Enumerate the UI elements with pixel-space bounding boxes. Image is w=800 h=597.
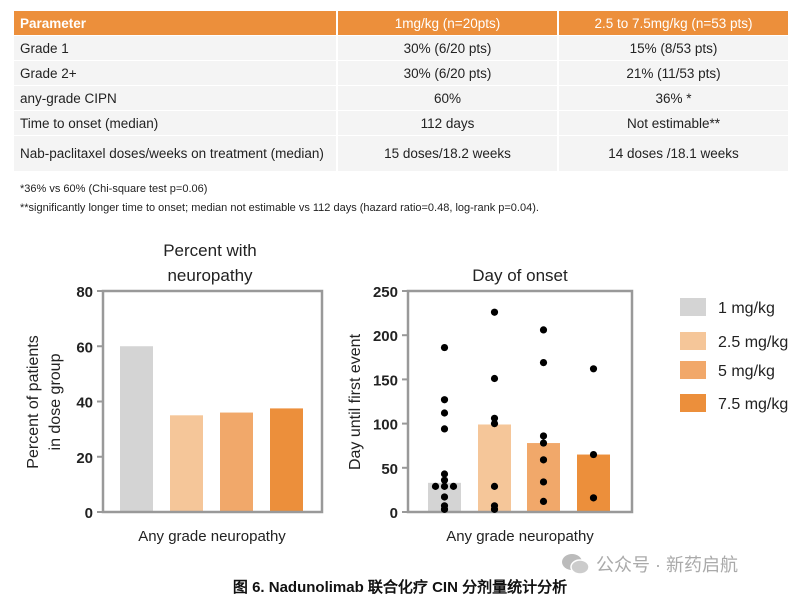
table-row: Grade 1 30% (6/20 pts) 15% (8/53 pts) — [14, 35, 790, 61]
cell-value: 15% (8/53 pts) — [558, 35, 790, 61]
data-point — [440, 476, 449, 484]
y-tick-label: 0 — [85, 505, 93, 522]
bar-4 — [270, 408, 303, 512]
y-axis-label: Day until first event — [347, 333, 364, 470]
cell-value: 21% (11/53 pts) — [558, 60, 790, 86]
plot-frame — [406, 289, 634, 514]
data-point — [589, 494, 598, 502]
row-label: Time to onset (median) — [14, 110, 338, 136]
table-row: Grade 2+ 30% (6/20 pts) 21% (11/53 pts) — [14, 60, 790, 86]
x-axis-label: Any grade neuropathy — [446, 528, 594, 545]
data-point — [449, 482, 458, 490]
y-tick-label: 50 — [381, 461, 398, 478]
footnote-1: *36% vs 60% (Chi-square test p=0.06) — [20, 183, 208, 195]
chart-title: Day of onset — [472, 266, 568, 285]
data-point — [539, 456, 548, 464]
cipn-table: Parameter 1mg/kg (n=20pts) 2.5 to 7.5mg/… — [14, 11, 790, 171]
data-point — [440, 409, 449, 417]
data-point — [490, 308, 499, 316]
y-tick-label: 40 — [76, 395, 93, 412]
cell-value: 30% (6/20 pts) — [337, 35, 559, 61]
table-row: any-grade CIPN 60% 36% * — [14, 85, 790, 111]
footnote-2: **significantly longer time to onset; me… — [20, 202, 539, 214]
figure-caption: 图 6. Nadunolimab 联合化疗 CIN 分剂量统计分析 — [232, 579, 568, 596]
watermark: 公众号 · 新药启航 — [560, 551, 738, 577]
legend-swatch-1 — [680, 298, 706, 316]
row-label: any-grade CIPN — [14, 85, 338, 111]
legend-swatch-4 — [680, 394, 706, 412]
charts: 0 20 40 60 80 Any grade neuropathy Percent wit… — [25, 241, 788, 545]
row-label: Nab-paclitaxel doses/weeks on treatment … — [14, 135, 338, 171]
legend-swatch-3 — [680, 361, 706, 379]
data-point — [539, 439, 548, 447]
cell-value: Not estimable** — [558, 110, 790, 136]
cell-value: 14 doses /18.1 weeks — [558, 135, 790, 171]
y-tick-label: 200 — [373, 328, 398, 345]
header-1mg: 1mg/kg (n=20pts) — [337, 11, 559, 36]
header-parameter: Parameter — [14, 11, 338, 36]
header-2-5-7-5mg: 2.5 to 7.5mg/kg (n=53 pts) — [558, 11, 790, 36]
y-tick-label: 100 — [373, 417, 398, 434]
y-tick-label: 0 — [390, 505, 398, 522]
data-point — [490, 414, 499, 422]
data-point — [539, 432, 548, 440]
y-axis-label: in dose group — [47, 353, 64, 450]
data-point — [589, 450, 598, 459]
y-tick-label: 250 — [373, 284, 398, 301]
data-point — [539, 359, 548, 367]
y-axis-label: Percent of patients — [25, 335, 42, 468]
watermark-text: 公众号 · 新药启航 — [596, 555, 738, 575]
data-point — [490, 374, 499, 383]
legend-swatch-2 — [680, 332, 706, 350]
row-label: Grade 1 — [14, 35, 338, 61]
data-point — [440, 493, 449, 501]
data-point — [589, 365, 598, 373]
bar-2 — [170, 415, 203, 512]
data-point — [539, 478, 548, 486]
cell-value: 60% — [337, 85, 559, 111]
cell-value: 36% * — [558, 85, 790, 111]
row-label: Grade 2+ — [14, 60, 338, 86]
data-point — [440, 482, 449, 490]
data-point — [440, 505, 449, 513]
x-axis-label: Any grade neuropathy — [138, 528, 286, 545]
bar-1 — [120, 346, 153, 512]
legend-label: 1 mg/kg — [718, 300, 775, 317]
data-point — [490, 482, 499, 490]
y-tick-label: 20 — [76, 450, 93, 467]
legend-label: 2.5 mg/kg — [718, 334, 788, 351]
y-tick-label: 150 — [373, 372, 398, 389]
chart-title: Percent with — [163, 241, 257, 260]
data-point — [490, 505, 499, 513]
cell-value: 112 days — [337, 110, 559, 136]
data-point — [490, 420, 499, 428]
legend-label: 7.5 mg/kg — [718, 396, 788, 413]
data-point — [539, 497, 548, 505]
bar-2 — [478, 424, 511, 512]
cell-value: 15 doses/18.2 weeks — [337, 135, 559, 171]
chart-title: neuropathy — [167, 266, 253, 285]
table-row: Nab-paclitaxel doses/weeks on treatment … — [14, 135, 790, 171]
bar-4 — [577, 454, 610, 512]
legend-label: 5 mg/kg — [718, 363, 775, 380]
data-point — [431, 482, 440, 490]
data-point — [539, 326, 548, 334]
bar-3 — [220, 412, 253, 512]
data-point — [440, 343, 449, 352]
table-row: Time to onset (median) 112 days Not estima… — [14, 110, 790, 136]
y-tick-label: 60 — [76, 339, 93, 356]
data-point — [440, 470, 449, 478]
wechat-icon — [562, 554, 590, 575]
y-tick-label: 80 — [76, 284, 93, 301]
cell-value: 30% (6/20 pts) — [337, 60, 559, 86]
data-point — [440, 425, 449, 433]
data-point — [440, 396, 449, 404]
